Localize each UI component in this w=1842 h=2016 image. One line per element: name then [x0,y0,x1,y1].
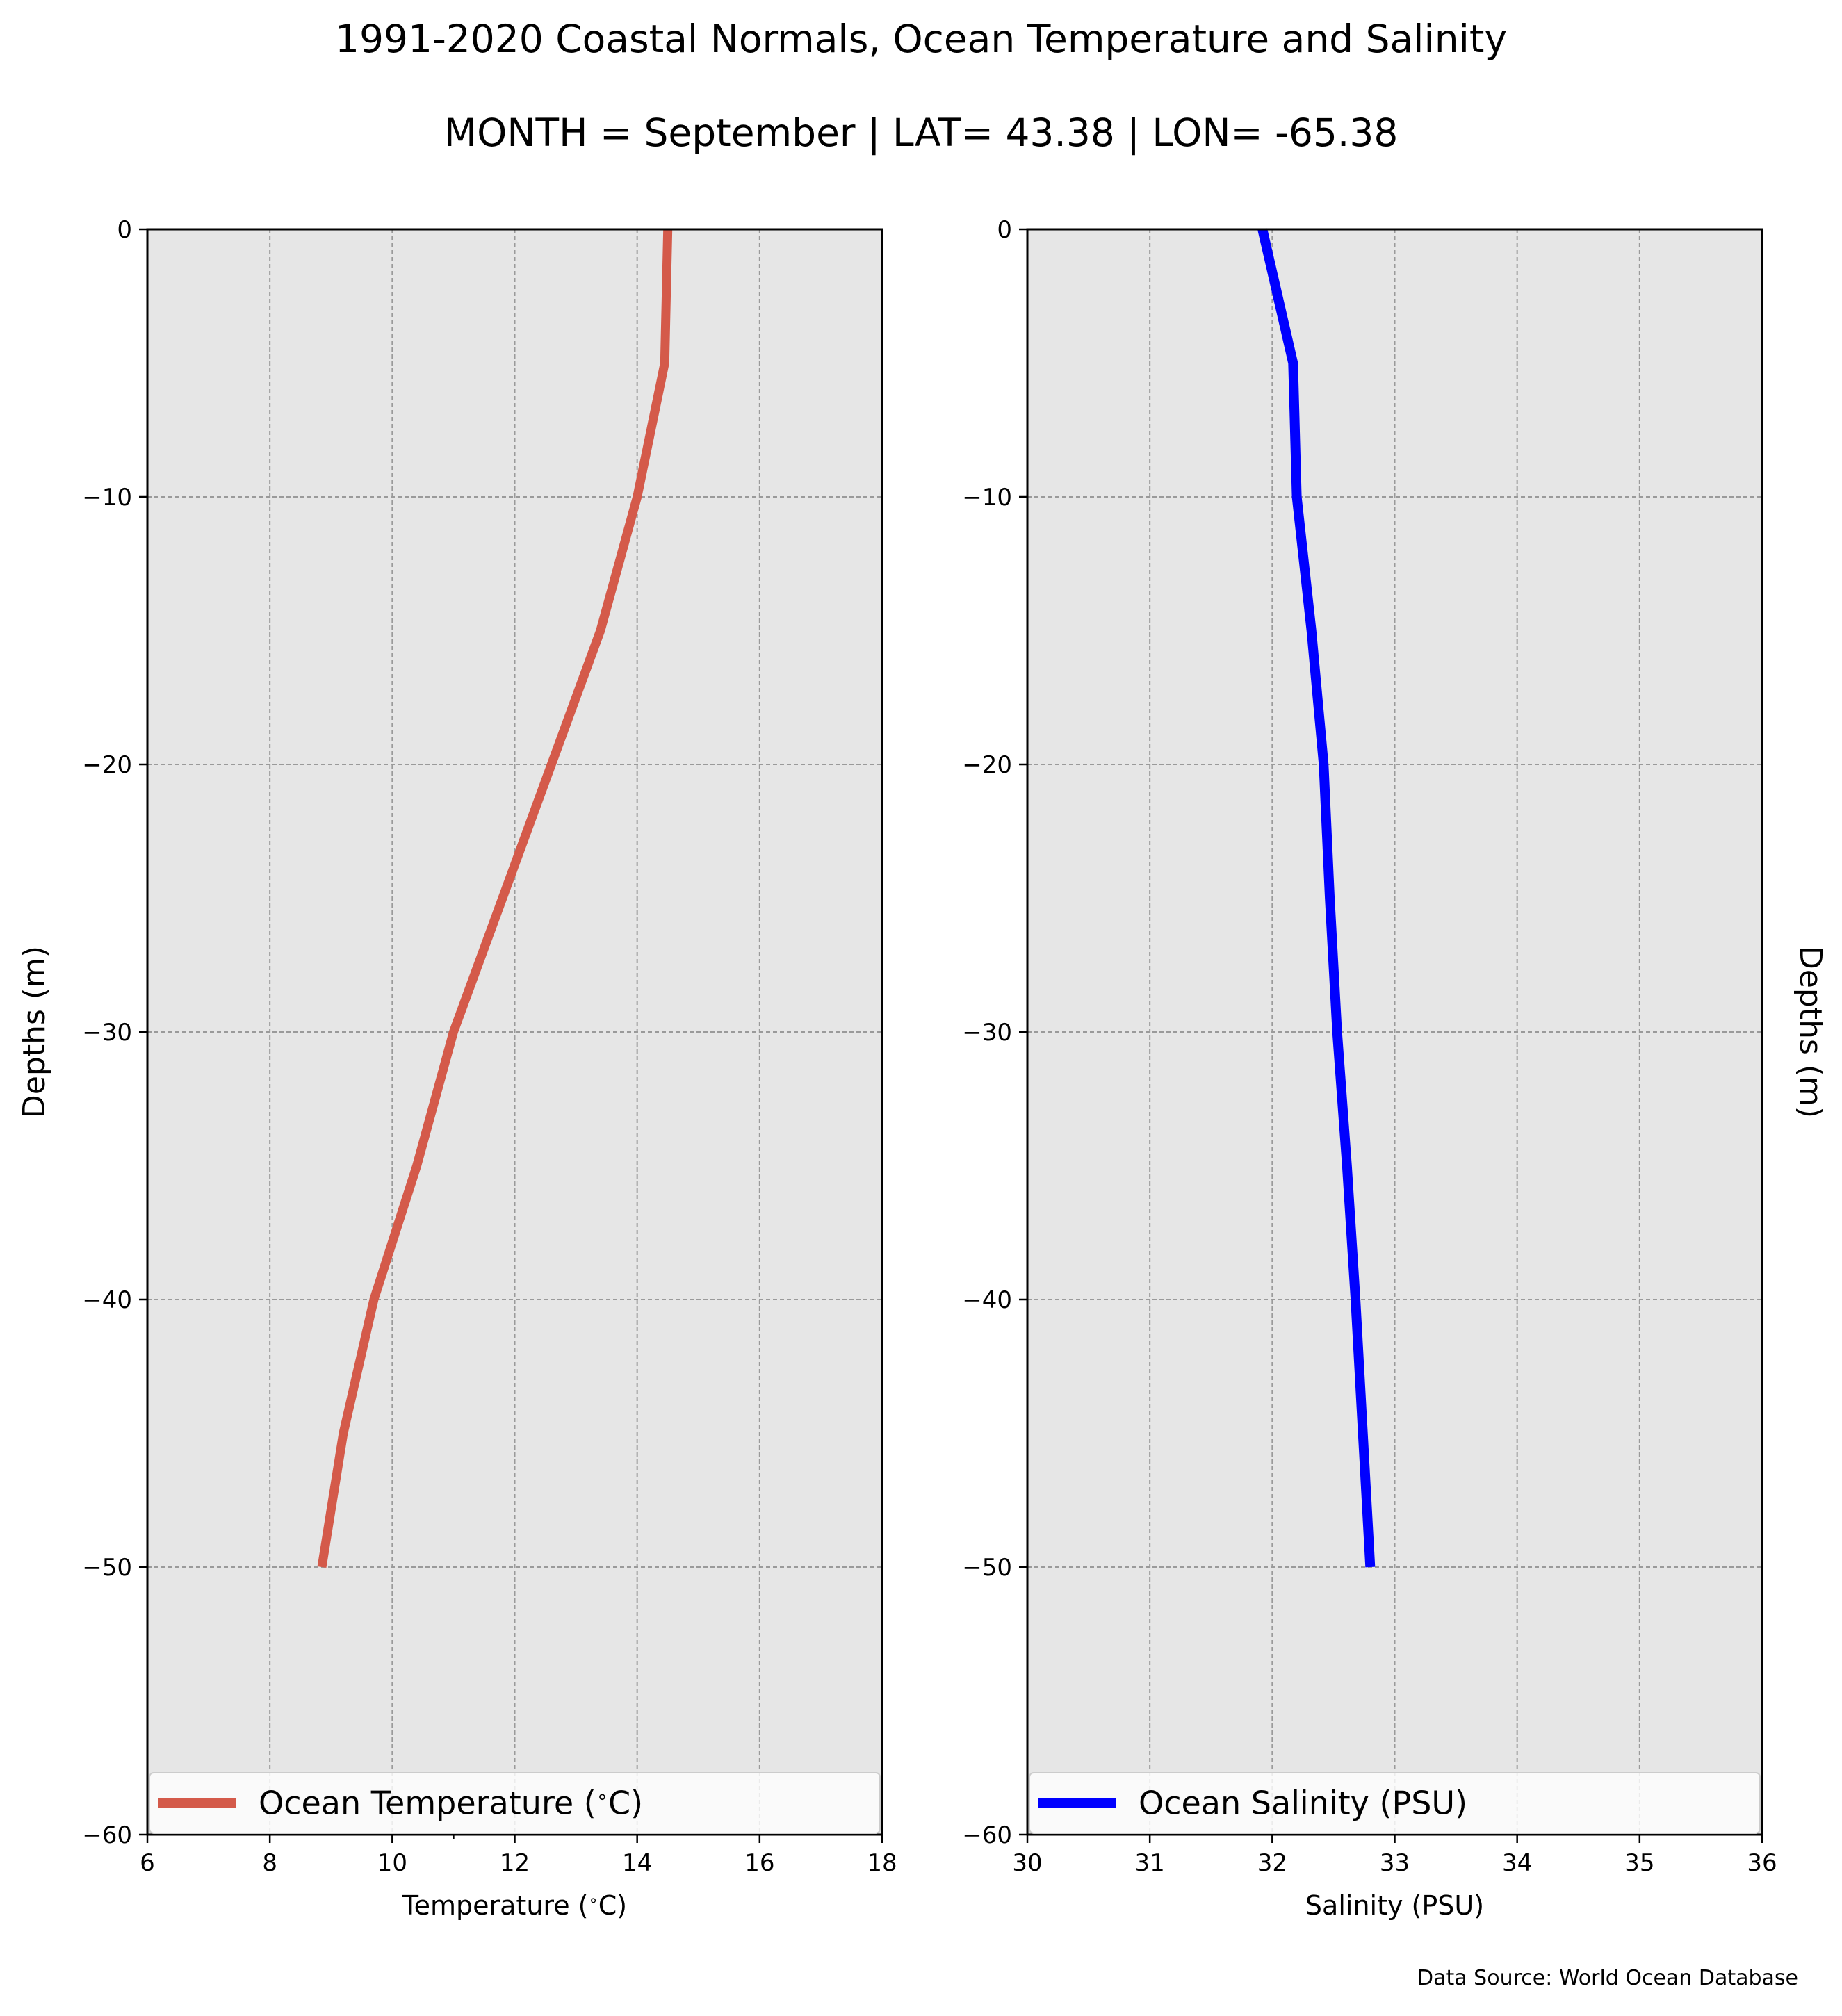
chart-subtitle: MONTH = September | LAT= 43.38 | LON= -6… [444,110,1399,156]
y-tick-label: −20 [962,751,1012,779]
legend-box [1029,1772,1761,1834]
x-tick-label: 12 [500,1849,530,1877]
x-tick-label: 34 [1502,1849,1532,1877]
y-tick-label: −40 [82,1286,132,1314]
x-tick-label: 10 [377,1849,407,1877]
chart-panel-1: 6 8 10 12 14 16 18 0 −10 −20 −30 −40 −50 −60 Temperatu… [17,216,897,1921]
x-axis-label: Salinity (PSU) [1305,1890,1484,1921]
x-tick-label: 32 [1257,1849,1287,1877]
x-tick-label: 6 [140,1849,155,1877]
y-tick-label: −60 [82,1821,132,1849]
y-axis-label-right: Depths (m) [1793,946,1828,1118]
y-axis-label: Depths (m) [17,946,52,1118]
y-tick-label: −10 [82,484,132,511]
x-tick-label: 18 [867,1849,897,1877]
y-tick-label: −40 [962,1286,1012,1314]
x-tick-label: 31 [1135,1849,1165,1877]
series-line [317,229,673,1568]
y-tick-label: −30 [82,1019,132,1047]
data-source-note: Data Source: World Ocean Database [1417,1966,1798,1990]
x-axis-label: Temperature (∘C) [402,1890,627,1921]
legend: Ocean Temperature (∘C) [149,1772,881,1834]
y-tick-label: −30 [962,1019,1012,1047]
legend-label: Ocean Salinity (PSU) [1139,1785,1467,1822]
x-tick-label: 30 [1012,1849,1042,1877]
legend-box [149,1772,881,1834]
legend: Ocean Salinity (PSU) [1029,1772,1761,1834]
y-tick-label: 0 [117,216,132,244]
y-tick-label: −10 [962,484,1012,511]
y-tick-label: −50 [82,1554,132,1582]
chart-title: 1991-2020 Coastal Normals, Ocean Tempera… [335,17,1507,61]
x-tick-label: 16 [744,1849,774,1877]
x-tick-label: 35 [1624,1849,1654,1877]
x-tick-label: 33 [1380,1849,1410,1877]
chart-panel-2: 30 31 32 33 34 35 36 0 −10 −20 −30 −40 −50 −60 Salinit… [962,216,1828,1921]
legend-label: Ocean Temperature (∘C) [259,1785,643,1822]
series-line [1257,228,1376,1568]
x-tick-label: 14 [622,1849,652,1877]
y-tick-label: 0 [997,216,1012,244]
y-tick-label: −50 [962,1554,1012,1582]
x-tick-label: 8 [262,1849,277,1877]
x-tick-label: 36 [1747,1849,1777,1877]
y-tick-label: −60 [962,1821,1012,1849]
y-tick-label: −20 [82,751,132,779]
